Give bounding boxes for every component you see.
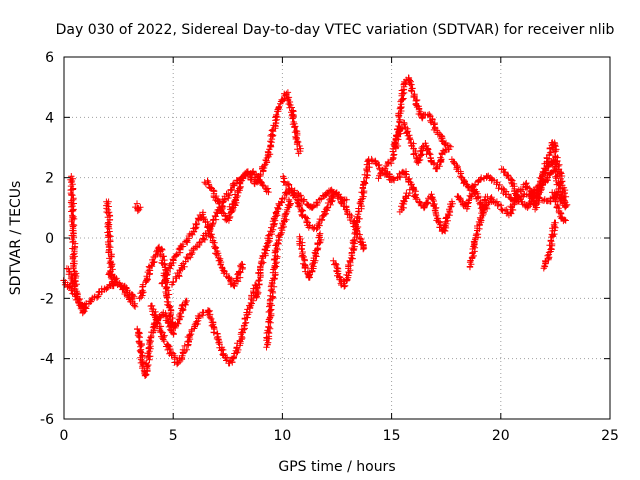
marker-path — [136, 243, 190, 332]
marker-path — [201, 177, 240, 224]
series-track-6 — [132, 200, 144, 215]
marker-path — [466, 193, 491, 271]
x-axis-label: GPS time / hours — [278, 459, 395, 475]
series-track-8 — [136, 243, 190, 332]
marker-path — [375, 119, 454, 182]
marker-path — [132, 200, 144, 215]
x-tick-label: 5 — [169, 428, 178, 444]
y-tick-label: 2 — [45, 171, 54, 187]
series-track-25 — [466, 193, 491, 271]
y-axis-label: SDTVAR / TECUs — [8, 181, 24, 296]
series-track-19 — [375, 119, 454, 182]
marker-path — [158, 209, 246, 290]
y-tick-label: -4 — [40, 352, 54, 368]
series-track-18 — [330, 155, 393, 290]
y-tick-label: 6 — [45, 50, 54, 66]
series-track-14 — [251, 186, 350, 301]
y-tick-label: 0 — [45, 231, 54, 247]
series-track-27 — [530, 139, 571, 210]
marker-path — [391, 74, 453, 151]
marker-path — [540, 219, 559, 272]
series-track-22 — [396, 186, 413, 216]
marker-path — [147, 281, 260, 368]
series-track-15 — [263, 196, 294, 351]
series-track-12 — [201, 177, 240, 224]
marker-path — [383, 168, 456, 235]
y-tick-label: -2 — [40, 291, 54, 307]
marker-path — [296, 230, 325, 281]
series-track-29 — [549, 189, 569, 225]
series-track-21 — [383, 168, 456, 235]
marker-path — [263, 196, 294, 351]
marker-path — [226, 89, 304, 213]
chart-title: Day 030 of 2022, Sidereal Day-to-day VTE… — [56, 22, 615, 38]
series-track-9 — [147, 281, 260, 368]
marker-path — [396, 186, 413, 216]
marker-path — [330, 155, 393, 290]
marker-path — [530, 139, 571, 210]
x-tick-label: 15 — [383, 428, 401, 444]
grid-lines — [64, 57, 610, 419]
axis-ticks: 0 5 10 15 20 25 -6 -4 -2 0 2 4 6 — [40, 50, 619, 444]
series-track-17 — [296, 230, 325, 281]
marker-path — [251, 186, 350, 301]
marker-path — [549, 189, 569, 225]
marker-path — [105, 269, 139, 310]
y-tick-label: 4 — [45, 110, 54, 126]
x-tick-label: 20 — [492, 428, 510, 444]
y-tick-label: -6 — [40, 412, 54, 428]
series-track-13 — [226, 89, 304, 213]
series-track-3 — [67, 173, 80, 289]
marker-path — [67, 173, 80, 289]
series-track-20 — [391, 74, 453, 151]
data-points — [60, 74, 571, 379]
series-track-10 — [158, 209, 246, 290]
x-tick-label: 25 — [601, 428, 619, 444]
series-track-28 — [540, 219, 559, 272]
x-tick-label: 0 — [60, 428, 69, 444]
series-track-5 — [105, 269, 139, 310]
x-tick-label: 10 — [273, 428, 291, 444]
